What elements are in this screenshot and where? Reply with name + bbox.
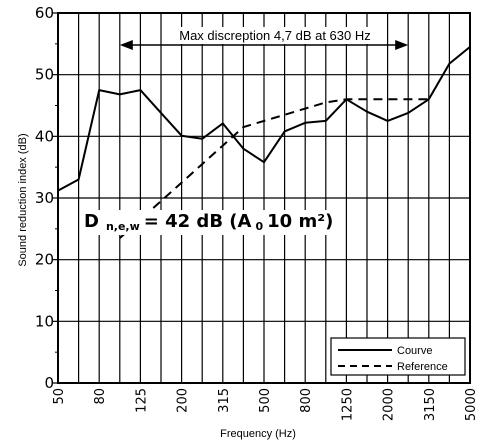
legend-label-courve: Courve <box>397 345 432 357</box>
x-tick-label: 50 <box>52 388 67 405</box>
rating-end: 10 m²) <box>267 211 333 232</box>
max-discrepancy-text: Max discreption 4,7 dB at 630 Hz <box>179 28 371 43</box>
y-tick-label: 10 <box>35 312 54 330</box>
x-tick-label: 80 <box>93 388 108 405</box>
plot-frame <box>57 12 471 384</box>
x-tick-label: 3150 <box>423 388 438 421</box>
y-axis-label: Sound reduction index (dB) <box>17 133 29 266</box>
axis-ticks: 0 10 20 30 40 50 60 50 80 125 200 315 500 800 1250 2000… <box>35 4 478 421</box>
x-tick-label: 315 <box>217 388 232 413</box>
y-tick-label: 30 <box>35 189 54 207</box>
rating-subscript-0: 0 <box>255 220 263 233</box>
arrow-right-head <box>395 40 409 50</box>
y-tick-label: 20 <box>35 251 54 269</box>
rating-mid: = 42 dB (A <box>144 211 252 232</box>
x-axis-label: Frequency (Hz) <box>220 428 296 440</box>
x-tick-label: 125 <box>134 388 149 413</box>
y-tick-label: 60 <box>35 4 54 22</box>
max-discrepancy-annotation: Max discreption 4,7 dB at 630 Hz <box>119 27 409 50</box>
x-tick-label: 5000 <box>464 388 478 421</box>
arrow-left-head <box>119 40 133 50</box>
legend: Courve Reference <box>330 337 466 376</box>
rating-background <box>81 210 337 235</box>
x-tick-label: 200 <box>176 388 191 413</box>
x-tick-label: 2000 <box>382 388 397 421</box>
y-tick-label: 0 <box>44 374 54 392</box>
legend-box <box>330 337 466 376</box>
grid <box>58 13 470 383</box>
y-tick-label: 50 <box>35 66 54 84</box>
series-line-reference <box>119 98 429 239</box>
annotation-background <box>176 27 374 44</box>
rating-prefix: D <box>84 211 99 232</box>
y-tick-label: 40 <box>35 127 54 145</box>
series-layer <box>57 46 471 239</box>
series-line-courve <box>57 46 471 192</box>
rating-subscript: n,e,w <box>106 220 140 233</box>
x-tick-label: 800 <box>299 388 314 413</box>
legend-label-reference: Reference <box>397 361 448 373</box>
x-tick-label: 1250 <box>340 388 355 421</box>
rating-text: D n,e,w = 42 dB (A 0 10 m²) <box>84 211 333 234</box>
x-tick-label: 500 <box>258 388 273 413</box>
rating-annotation: D n,e,w = 42 dB (A 0 10 m²) <box>81 210 337 235</box>
